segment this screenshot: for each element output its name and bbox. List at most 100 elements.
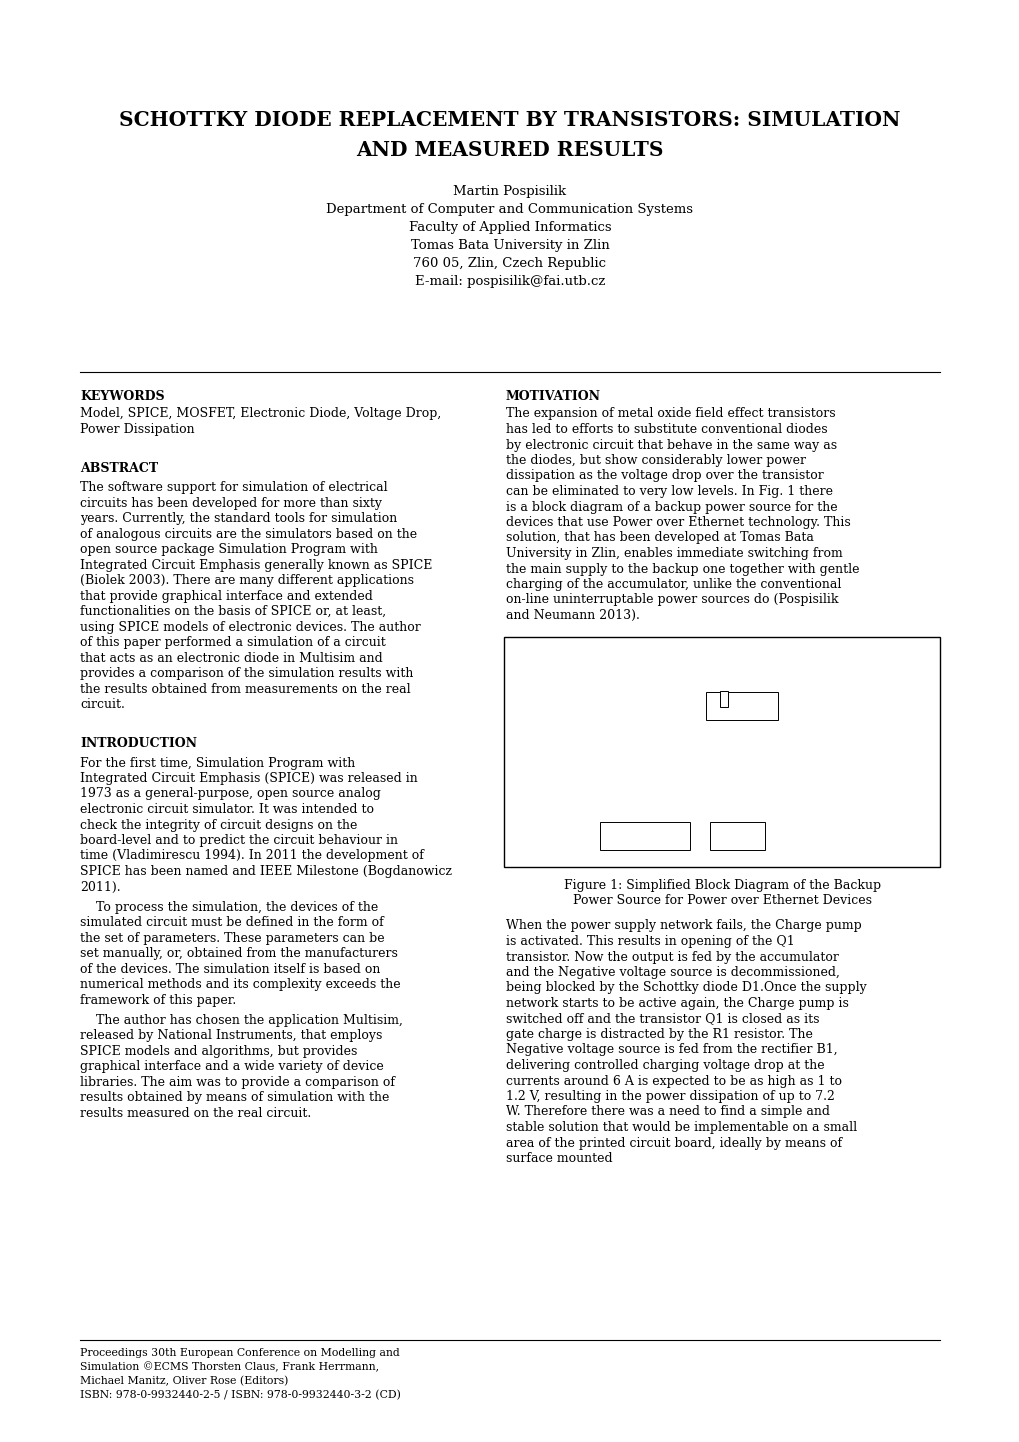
Text: Department of Computer and Communication Systems: Department of Computer and Communication…	[326, 203, 693, 216]
Text: gate charge is distracted by the R1 resistor. The: gate charge is distracted by the R1 resi…	[505, 1028, 812, 1041]
Text: Integrated Circuit Emphasis generally known as SPICE: Integrated Circuit Emphasis generally kn…	[79, 558, 432, 571]
Text: the main supply to the backup one together with gentle: the main supply to the backup one togeth…	[505, 562, 859, 575]
Text: electronic circuit simulator. It was intended to: electronic circuit simulator. It was int…	[79, 803, 374, 816]
Text: graphical interface and a wide variety of device: graphical interface and a wide variety o…	[79, 1060, 383, 1073]
Text: D1: D1	[671, 666, 680, 671]
Text: 2011).: 2011).	[79, 881, 120, 894]
Text: Q1: Q1	[706, 722, 715, 727]
Text: the results obtained from measurements on the real: the results obtained from measurements o…	[79, 682, 411, 695]
Text: Simulation ©ECMS Thorsten Claus, Frank Herrmann,: Simulation ©ECMS Thorsten Claus, Frank H…	[79, 1363, 379, 1373]
Text: switched off and the transistor Q1 is closed as its: switched off and the transistor Q1 is cl…	[505, 1012, 818, 1025]
Text: and Neumann 2013).: and Neumann 2013).	[505, 609, 639, 622]
Text: E-mail: pospisilik@fai.utb.cz: E-mail: pospisilik@fai.utb.cz	[415, 275, 604, 288]
Text: The author has chosen the application Multisim,: The author has chosen the application Mu…	[79, 1014, 403, 1027]
Text: Tomas Bata University in Zlin: Tomas Bata University in Zlin	[411, 239, 608, 252]
Text: has led to efforts to substitute conventional diodes: has led to efforts to substitute convent…	[505, 423, 826, 435]
Bar	[684, 709, 781, 770]
Text: 760 05, Zlin, Czech Republic: 760 05, Zlin, Czech Republic	[413, 257, 606, 270]
Text: University in Zlin, enables immediate switching from: University in Zlin, enables immediate sw…	[505, 547, 842, 559]
Text: Negative voltage source
with current limit: Negative voltage source with current lim…	[611, 831, 677, 841]
Text: framework of this paper.: framework of this paper.	[79, 994, 236, 1007]
Text: FC: FC	[783, 733, 791, 737]
Text: using SPICE models of electronic devices. The author: using SPICE models of electronic devices…	[79, 620, 421, 633]
Text: dissipation as the voltage drop over the transistor: dissipation as the voltage drop over the…	[505, 470, 823, 483]
Text: MAINS: MAINS	[718, 809, 742, 813]
Bar	[599, 822, 689, 849]
Text: and the Negative voltage source is decommissioned,: and the Negative voltage source is decom…	[505, 966, 839, 979]
Text: C1: C1	[648, 699, 657, 704]
Text: area of the printed circuit board, ideally by means of: area of the printed circuit board, ideal…	[505, 1136, 842, 1149]
Text: Model, SPICE, MOSFET, Electronic Diode, Voltage Drop,: Model, SPICE, MOSFET, Electronic Diode, …	[79, 408, 441, 421]
Text: circuits has been developed for more than sixty: circuits has been developed for more tha…	[79, 496, 382, 510]
Text: by electronic circuit that behave in the same way as: by electronic circuit that behave in the…	[505, 438, 837, 451]
Text: simulated circuit must be defined in the form of: simulated circuit must be defined in the…	[79, 916, 383, 929]
Text: TR1: TR1	[512, 646, 524, 652]
Text: SEC: SEC	[536, 669, 541, 681]
Text: stable solution that would be implementable on a small: stable solution that would be implementa…	[505, 1120, 856, 1133]
Text: Martin Pospisilik: Martin Pospisilik	[453, 185, 566, 198]
Text: surface mounted: surface mounted	[505, 1152, 612, 1165]
Text: results measured on the real circuit.: results measured on the real circuit.	[79, 1107, 311, 1120]
Text: the diodes, but show considerably lower power: the diodes, but show considerably lower …	[505, 454, 805, 467]
Text: numerical methods and its complexity exceeds the: numerical methods and its complexity exc…	[79, 978, 400, 991]
Text: 1973 as a general-purpose, open source analog: 1973 as a general-purpose, open source a…	[79, 787, 380, 800]
Text: SCHOTTKY DIODE REPLACEMENT BY TRANSISTORS: SIMULATION: SCHOTTKY DIODE REPLACEMENT BY TRANSISTOR…	[119, 110, 900, 130]
Text: charging of the accumulator, unlike the conventional: charging of the accumulator, unlike the …	[505, 578, 841, 591]
Text: SPICE has been named and IEEE Milestone (Bogdanowicz: SPICE has been named and IEEE Milestone …	[79, 865, 451, 878]
Text: MOTIVATION: MOTIVATION	[505, 389, 600, 402]
Text: years. Currently, the standard tools for simulation: years. Currently, the standard tools for…	[79, 512, 396, 525]
Bar	[709, 822, 764, 849]
Text: Negative voltage source is fed from the rectifier B1,: Negative voltage source is fed from the …	[505, 1044, 837, 1057]
Text: OUT: OUT	[904, 675, 920, 684]
Text: SPICE models and algorithms, but provides: SPICE models and algorithms, but provide…	[79, 1045, 357, 1058]
Bar	[705, 692, 777, 720]
Text: - 10 V: - 10 V	[729, 838, 745, 844]
Text: that provide graphical interface and extended: that provide graphical interface and ext…	[79, 590, 373, 603]
Text: of analogous circuits are the simulators based on the: of analogous circuits are the simulators…	[79, 528, 417, 541]
Text: To process the simulation, the devices of the: To process the simulation, the devices o…	[79, 901, 378, 914]
Text: GND: GND	[783, 760, 799, 769]
Text: Accumulator
management: Accumulator management	[720, 701, 761, 711]
Text: is a block diagram of a backup power source for the: is a block diagram of a backup power sou…	[505, 500, 837, 513]
Text: B1: B1	[585, 689, 594, 694]
Text: Power Source for Power over Ethernet Devices: Power Source for Power over Ethernet Dev…	[573, 894, 871, 907]
Text: devices that use Power over Ethernet technology. This: devices that use Power over Ethernet tec…	[505, 516, 850, 529]
Text: libraries. The aim was to provide a comparison of: libraries. The aim was to provide a comp…	[79, 1076, 394, 1089]
Text: Figure 1: Simplified Block Diagram of the Backup: Figure 1: Simplified Block Diagram of th…	[564, 878, 880, 891]
Text: PRI: PRI	[517, 669, 522, 678]
Text: results obtained by means of simulation with the: results obtained by means of simulation …	[79, 1092, 389, 1105]
Text: board-level and to predict the circuit behaviour in: board-level and to predict the circuit b…	[79, 833, 397, 846]
Text: delivering controlled charging voltage drop at the: delivering controlled charging voltage d…	[505, 1058, 823, 1071]
Text: For the first time, Simulation Program with: For the first time, Simulation Program w…	[79, 757, 355, 770]
Text: (Biolek 2003). There are many different applications: (Biolek 2003). There are many different …	[79, 574, 414, 587]
Text: When the power supply network fails, the Charge pump: When the power supply network fails, the…	[505, 920, 861, 933]
Text: is activated. This results in opening of the Q1: is activated. This results in opening of…	[505, 934, 794, 947]
Text: Proceedings 30th European Conference on Modelling and: Proceedings 30th European Conference on …	[79, 1348, 399, 1358]
Text: 1.2 V, resulting in the power dissipation of up to 7.2: 1.2 V, resulting in the power dissipatio…	[505, 1090, 835, 1103]
Text: Michael Manitz, Oliver Rose (Editors): Michael Manitz, Oliver Rose (Editors)	[79, 1376, 288, 1386]
Text: Faculty of Applied Informatics: Faculty of Applied Informatics	[409, 221, 610, 234]
Text: The expansion of metal oxide field effect transistors: The expansion of metal oxide field effec…	[505, 408, 835, 421]
Text: of this paper performed a simulation of a circuit: of this paper performed a simulation of …	[79, 636, 385, 649]
Text: circuit.: circuit.	[79, 698, 124, 711]
Text: DC/: DC/	[783, 722, 794, 727]
Text: time (Vladimirescu 1994). In 2011 the development of: time (Vladimirescu 1994). In 2011 the de…	[79, 849, 424, 862]
Text: INTRODUCTION: INTRODUCTION	[79, 737, 197, 750]
Text: open source package Simulation Program with: open source package Simulation Program w…	[79, 544, 377, 557]
Text: Charge pump: Charge pump	[718, 828, 755, 833]
Text: solution, that has been developed at Tomas Bata: solution, that has been developed at Tom…	[505, 532, 813, 545]
Text: can be eliminated to very low levels. In Fig. 1 there: can be eliminated to very low levels. In…	[505, 485, 833, 497]
Text: of the devices. The simulation itself is based on: of the devices. The simulation itself is…	[79, 963, 380, 976]
Bar	[719, 691, 728, 707]
Text: provides a comparison of the simulation results with: provides a comparison of the simulation …	[79, 668, 413, 681]
Text: on-line uninterruptable power sources do (Pospisilik: on-line uninterruptable power sources do…	[505, 594, 838, 607]
Text: Power Dissipation: Power Dissipation	[79, 423, 195, 435]
Text: network starts to be active again, the Charge pump is: network starts to be active again, the C…	[505, 996, 848, 1009]
Text: functionalities on the basis of SPICE or, at least,: functionalities on the basis of SPICE or…	[79, 606, 386, 619]
Bar	[503, 636, 940, 867]
Text: KEYWORDS: KEYWORDS	[79, 389, 164, 402]
Text: AND MEASURED RESULTS: AND MEASURED RESULTS	[356, 140, 663, 160]
Text: released by National Instruments, that employs: released by National Instruments, that e…	[79, 1030, 382, 1043]
Text: set manually, or, obtained from the manufacturers: set manually, or, obtained from the manu…	[79, 947, 397, 960]
Text: ABSTRACT: ABSTRACT	[79, 461, 158, 474]
